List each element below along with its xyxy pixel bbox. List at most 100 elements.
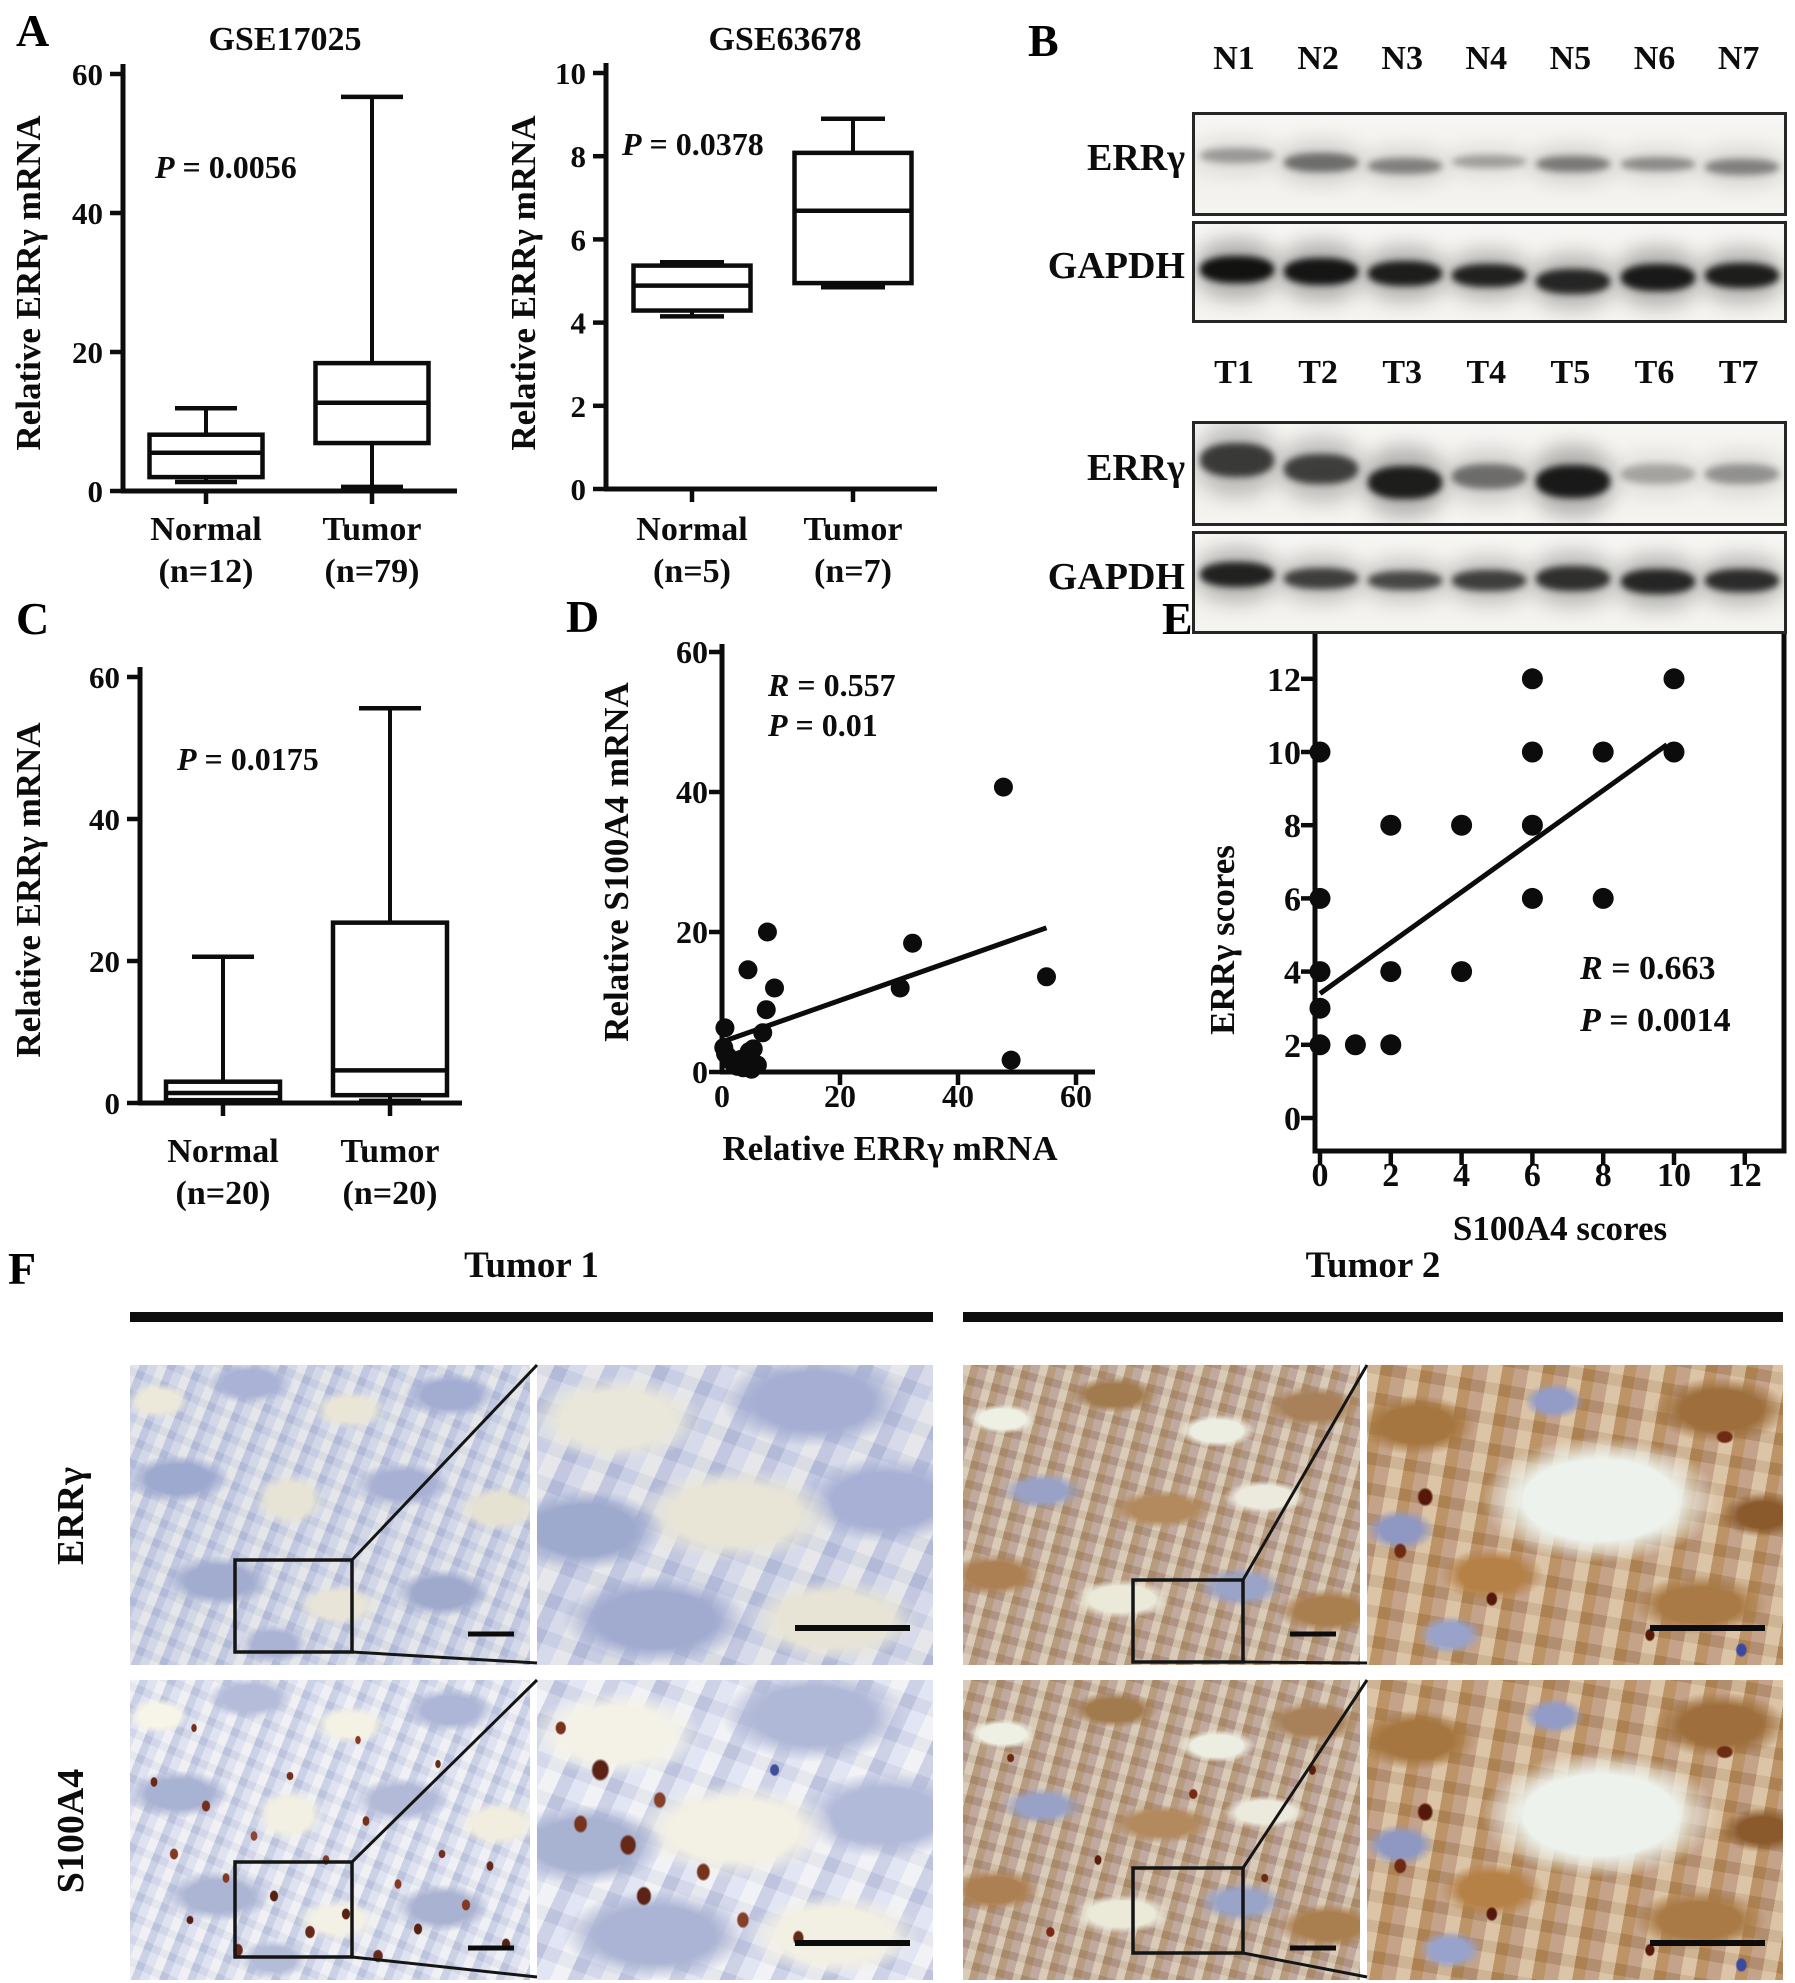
s100a4-row-label: S100A4 [50, 1768, 92, 1894]
blot-errg-normal-tissues [1192, 112, 1787, 216]
panel-a-label: A [16, 5, 50, 56]
ihc-s100a4-tumor1-high [537, 1680, 933, 1980]
protein-band [1284, 152, 1359, 172]
x-tick-label: 10 [1657, 1157, 1691, 1194]
protein-band-smear [1532, 146, 1615, 182]
protein-band [1452, 154, 1527, 168]
chart-gse17025: 0 20 40 60 GSE17025 P = 0.0056 Relative ERRγ m… [9, 21, 457, 590]
data-point [903, 933, 923, 953]
errg-row-label: ERRγ [50, 1467, 92, 1566]
data-point [756, 1000, 776, 1020]
blot-label: ERRγ [1086, 446, 1185, 489]
ihc-stain-speckles [963, 1680, 1360, 1980]
x-tick-label: 6 [1524, 1157, 1541, 1194]
x-tick-label: 12 [1728, 1157, 1762, 1194]
correlation-annotation: P = 0.0014 [1579, 1002, 1731, 1039]
lane-label-n2: N2 [1297, 40, 1339, 77]
lane-label-n4: N4 [1465, 40, 1508, 77]
data-point [1309, 961, 1331, 983]
protein-band-smear [1700, 149, 1783, 185]
p-value-annotation: P = 0.0056 [154, 149, 297, 185]
panel-e-label: E [1162, 593, 1193, 644]
lane-label-t4: T4 [1466, 354, 1507, 391]
y-tick-label: 0 [105, 1086, 121, 1121]
protein-band-smear [1196, 138, 1278, 172]
y-tick-label: 20 [89, 944, 120, 979]
correlation-annotation: R = 0.557 [767, 667, 896, 703]
protein-band [1620, 263, 1695, 291]
y-axis-label: ERRγ scores [1203, 845, 1242, 1035]
data-point [1663, 668, 1685, 690]
y-axis-label: Relative ERRγ mRNA [9, 115, 48, 451]
panel-f-label: F [8, 1243, 37, 1294]
data-point [1521, 887, 1543, 909]
data-point [1001, 1050, 1021, 1070]
p-value-annotation: P = 0.0175 [176, 741, 319, 777]
protein-band [1284, 454, 1359, 484]
chart-gse63678: 0 2 4 6 8 10 GSE63678 P = 0.0378 Relative ERRγ m… [504, 21, 937, 590]
tumor1-title: Tumor 1 [464, 1245, 599, 1286]
data-point [757, 922, 777, 942]
protein-band [1368, 260, 1443, 286]
y-tick-label: 4 [571, 306, 587, 341]
trend-line [1318, 742, 1669, 996]
category-label: Tumor [323, 511, 422, 548]
data-point [1309, 741, 1331, 763]
x-tick-label: 8 [1595, 1157, 1612, 1194]
protein-band [1620, 464, 1695, 484]
category-sublabel: (n=5) [653, 553, 731, 590]
protein-band [1200, 561, 1274, 587]
category-sublabel: (n=20) [343, 1175, 438, 1212]
y-tick-label: 6 [571, 222, 587, 257]
correlation-annotation: R = 0.663 [1579, 950, 1716, 987]
y-tick-label: 2 [1284, 1028, 1301, 1065]
protein-band [1368, 465, 1443, 499]
protein-band [1368, 158, 1443, 174]
lane-label-n6: N6 [1633, 40, 1676, 77]
protein-band [1704, 262, 1779, 288]
data-point [1592, 741, 1614, 763]
protein-band [1536, 464, 1611, 498]
data-point [1521, 741, 1543, 763]
protein-band-smear [1448, 146, 1531, 176]
x-tick-label: 2 [1382, 1157, 1399, 1194]
protein-band [1620, 157, 1695, 171]
protein-band-smear [1364, 148, 1447, 184]
ihc-s100a4-tumor1-low [130, 1680, 530, 1980]
chart-ihc-scores-correlation: 0 2 4 6 8 10 12 0 2 4 6 8 10 12 R = 0.663 P = 0.0014 S10… [1203, 628, 1787, 1248]
ihc-stain-speckles [1367, 1680, 1783, 1980]
chart-patients-qpcr: 0 20 40 60 P = 0.0175 Relative ERRγ mRNA Norma… [9, 660, 462, 1212]
protein-band [1704, 159, 1779, 175]
lane-label-t2: T2 [1298, 354, 1338, 391]
correlation-annotation: P = 0.01 [767, 707, 878, 743]
y-tick-label: 8 [571, 139, 587, 174]
box-normal [631, 263, 753, 313]
protein-band [1284, 567, 1359, 589]
y-tick-label: 0 [692, 1054, 708, 1090]
data-point [1344, 1034, 1366, 1056]
y-tick-label: 0 [1284, 1101, 1301, 1138]
protein-band [1200, 443, 1274, 477]
protein-band [1284, 257, 1359, 285]
lane-label-n5: N5 [1549, 40, 1592, 77]
category-sublabel: (n=12) [159, 553, 254, 590]
ihc-errg-tumor2-low [963, 1365, 1360, 1665]
category-sublabel: (n=20) [176, 1175, 271, 1212]
protein-band [1536, 268, 1611, 294]
lane-label-t3: T3 [1382, 354, 1423, 391]
x-tick-label: 60 [1060, 1078, 1092, 1114]
ihc-stain-speckles [537, 1680, 933, 1980]
y-tick-label: 20 [676, 914, 708, 950]
category-sublabel: (n=7) [814, 553, 892, 590]
y-tick-label: 40 [89, 802, 120, 837]
protein-band [1536, 156, 1611, 172]
data-point [1037, 967, 1056, 987]
y-tick-label: 8 [1284, 808, 1301, 845]
panel-b-label: B [1028, 15, 1059, 66]
data-point [1592, 887, 1614, 909]
y-tick-label: 0 [571, 472, 587, 507]
protein-band [1620, 568, 1695, 594]
